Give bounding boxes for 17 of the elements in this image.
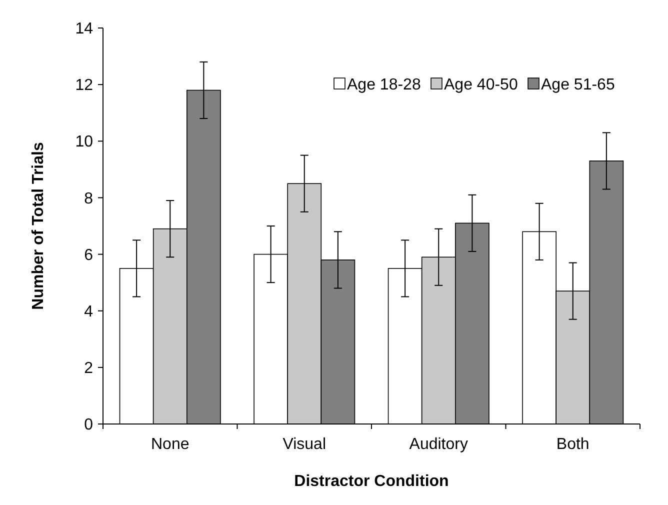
y-tick-label: 0 bbox=[84, 416, 94, 434]
legend-label: Age 18-28 bbox=[347, 76, 421, 94]
y-tick-label: 8 bbox=[84, 190, 94, 208]
y-tick-label: 6 bbox=[84, 246, 94, 264]
y-tick-label: 4 bbox=[84, 303, 94, 320]
x-tick-label: Visual bbox=[282, 436, 326, 453]
x-tick-label: Both bbox=[556, 436, 590, 453]
x-axis-title: Distractor Condition bbox=[294, 473, 449, 490]
x-tick-label: Auditory bbox=[409, 436, 468, 453]
legend-label: Age 40-50 bbox=[444, 76, 518, 94]
x-tick-label: None bbox=[151, 436, 190, 453]
legend-label: Age 51-65 bbox=[541, 76, 615, 94]
y-tick-label: 2 bbox=[84, 360, 94, 378]
y-axis-title: Number of Total Trials bbox=[30, 142, 47, 310]
y-tick-label: 12 bbox=[75, 77, 94, 94]
y-tick-label: 10 bbox=[75, 134, 94, 151]
y-tick-label: 14 bbox=[75, 20, 94, 38]
